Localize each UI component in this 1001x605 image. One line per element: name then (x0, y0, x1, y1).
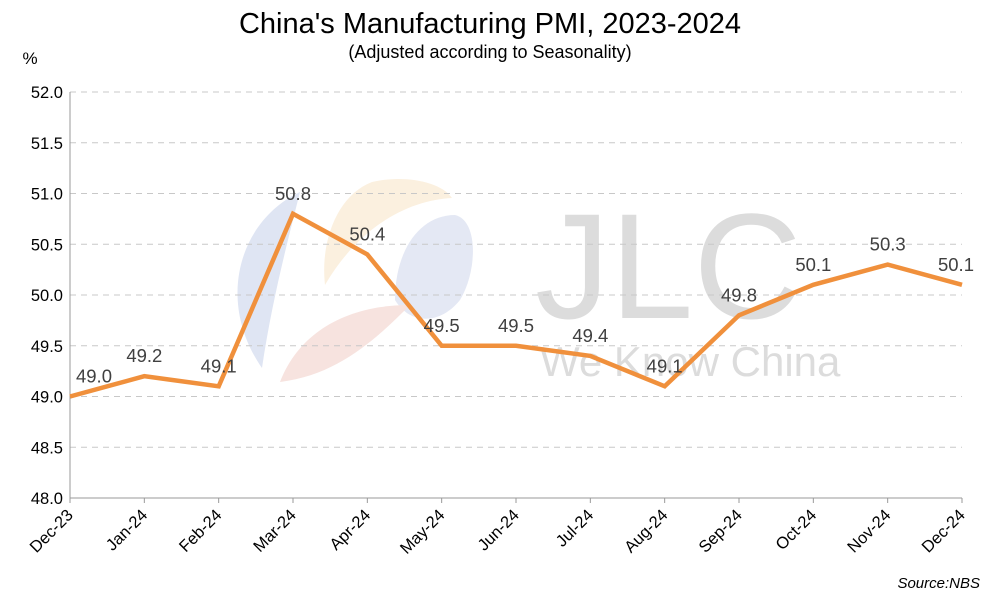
data-label: 49.4 (572, 325, 608, 346)
jlc-watermark: JLC We Know China (237, 178, 841, 385)
y-tick-label: 50.5 (31, 236, 63, 254)
y-tick-label: 52.0 (31, 84, 63, 102)
axis-layer (69, 92, 963, 503)
watermark-logo-red (280, 305, 410, 382)
x-tick-label: Apr-24 (326, 506, 374, 554)
data-labels: 49.0 49.2 49.1 50.8 50.4 49.5 49.5 49.4 49.1 49.8… (76, 183, 974, 387)
chart-subtitle: (Adjusted according to Seasonality) (348, 42, 631, 62)
x-tick-label: Nov-24 (844, 506, 894, 556)
y-tick-label: 51.5 (31, 135, 63, 153)
x-tick-label: Aug-24 (621, 506, 671, 556)
y-axis-unit: % (22, 49, 37, 68)
x-tick-labels: Dec-23 Jan-24 Feb-24 Mar-24 Apr-24 May-24 Jun-… (26, 506, 968, 558)
y-tick-label: 48.5 (31, 439, 63, 457)
data-label: 49.5 (424, 315, 460, 336)
data-label: 50.3 (870, 234, 906, 255)
y-tick-label: 49.0 (31, 389, 63, 407)
chart-title: China's Manufacturing PMI, 2023-2024 (239, 8, 741, 40)
data-label: 50.1 (938, 254, 974, 275)
x-tick-label: Dec-24 (918, 506, 968, 556)
x-tick-label: Oct-24 (772, 506, 820, 554)
x-tick-label: Jan-24 (103, 506, 151, 554)
y-tick-labels: 48.0 48.5 49.0 49.5 50.0 50.5 51.0 51.5 52.0 (31, 84, 63, 508)
y-tick-label: 49.5 (31, 338, 63, 356)
watermark-text: JLC (535, 182, 802, 350)
x-tick-label: Mar-24 (250, 506, 300, 556)
data-label: 50.4 (349, 223, 385, 244)
data-label: 49.0 (76, 366, 112, 387)
y-tick-label: 48.0 (31, 490, 63, 508)
data-label: 49.1 (647, 355, 683, 376)
y-tick-label: 51.0 (31, 186, 63, 204)
x-tick-label: Feb-24 (176, 506, 226, 556)
data-label: 50.8 (275, 183, 311, 204)
data-label: 49.2 (126, 345, 162, 366)
x-tick-label: May-24 (397, 506, 449, 558)
series-layer (69, 210, 963, 399)
watermark-logo-blue2 (395, 215, 473, 319)
x-tick-label: Dec-23 (26, 506, 76, 556)
y-tick-label: 50.0 (31, 287, 63, 305)
watermark-logo-gold (324, 178, 452, 285)
data-label: 49.5 (498, 315, 534, 336)
x-tick-label: Sep-24 (695, 506, 745, 556)
data-label: 50.1 (795, 254, 831, 275)
x-tick-label: Jul-24 (553, 506, 598, 551)
data-label: 49.8 (721, 284, 757, 305)
data-label: 49.1 (201, 355, 237, 376)
source-note: Source:NBS (897, 575, 980, 592)
x-tick-label: Jun-24 (474, 506, 522, 554)
